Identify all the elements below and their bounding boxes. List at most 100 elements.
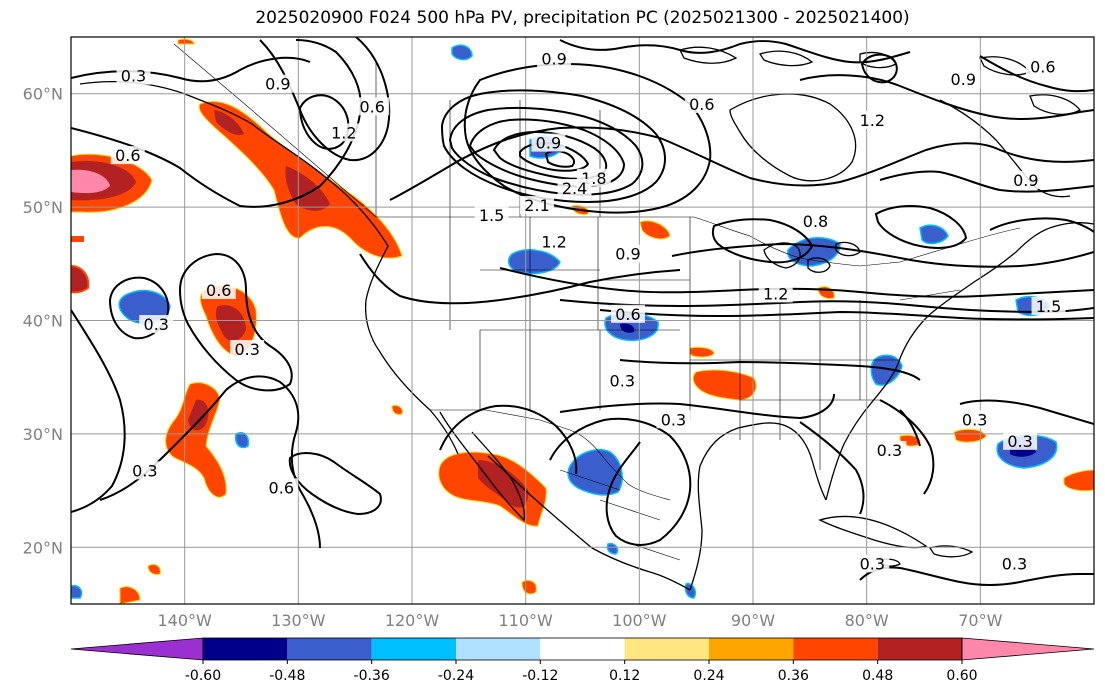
pv-contour-line — [879, 170, 1094, 193]
contour-label-background — [1003, 431, 1038, 450]
contour-label: 0.3 — [860, 554, 885, 573]
colorbar-tick-label: -0.48 — [269, 668, 305, 684]
pv-contour-line — [389, 126, 1094, 201]
precipitation-shading — [71, 38, 1094, 604]
contour-label-background — [474, 206, 509, 225]
colorbar-swatch — [793, 638, 878, 660]
contour-label-background — [326, 123, 361, 142]
contour-label-background — [798, 211, 833, 230]
contour-label-background — [610, 304, 645, 323]
canada-province-lines — [173, 43, 601, 218]
contour-label-background — [1025, 57, 1060, 76]
pv-contour-line — [499, 267, 1094, 298]
pv-contour-line — [108, 276, 170, 340]
precip-positive-region — [71, 264, 90, 294]
colorbar-tick-label: -0.12 — [522, 668, 558, 684]
contour-label: 0.6 — [359, 97, 384, 116]
colorbar-tick-label: -0.36 — [354, 668, 390, 684]
pv-contour-line — [71, 39, 362, 208]
pv-contour-line — [99, 375, 321, 549]
contour-label: 0.3 — [121, 67, 146, 86]
precip-positive-region — [119, 586, 141, 604]
contour-label-background — [531, 133, 566, 152]
colorbar-swatch — [877, 638, 962, 660]
lat-tick-label: 50°N — [23, 198, 63, 217]
precip-very-negative-region — [620, 323, 635, 333]
pv-contour-line — [599, 309, 1094, 321]
cuba — [818, 515, 928, 549]
contour-label: 0.9 — [265, 75, 290, 94]
pv-contour-line — [359, 253, 681, 305]
colorbar-swatch — [203, 638, 288, 660]
hispaniola — [928, 545, 974, 558]
pv-contour-line — [448, 106, 644, 196]
north-america-west-coast — [79, 80, 459, 455]
contour-label: 0.3 — [1002, 554, 1027, 573]
precip-strong-region — [214, 110, 244, 136]
precip-negative-region — [606, 542, 619, 555]
contour-label: 0.9 — [615, 245, 640, 264]
map-frame — [70, 36, 1095, 605]
precip-negative-region — [71, 584, 83, 599]
precip-extreme-region — [71, 169, 110, 194]
pv-contour-line — [671, 242, 1094, 268]
contour-label: 0.8 — [803, 212, 828, 231]
contour-label: 0.9 — [541, 50, 566, 69]
contour-label: 0.6 — [689, 95, 714, 114]
florida — [825, 363, 899, 501]
precip-negative-region — [919, 224, 949, 245]
colorbar-tick-label: -0.24 — [438, 668, 474, 684]
colorbar-tick-label: 0.24 — [693, 668, 724, 684]
colorbar-tick-label: -0.60 — [185, 668, 221, 684]
hudson-bay — [729, 93, 857, 182]
contour-label-background — [997, 554, 1032, 573]
contour-label: 0.3 — [144, 315, 169, 334]
contour-label: 0.6 — [269, 478, 294, 497]
precip-negative-region — [451, 44, 473, 61]
map-title: 2025020900 F024 500 hPa PV, precipitatio… — [255, 8, 910, 28]
contour-label-background — [116, 66, 151, 85]
contour-label: 0.6 — [115, 146, 140, 165]
contour-label-background — [946, 70, 981, 89]
precip-positive-region — [639, 220, 671, 240]
map-plot-area: 0.30.60.90.61.20.90.60.91.82.42.11.51.20… — [71, 37, 1094, 604]
contour-label-background — [127, 461, 162, 480]
lon-tick-label: 120°W — [385, 611, 440, 630]
colorbar-swatch — [624, 638, 709, 660]
pv-contour-line — [989, 217, 1094, 233]
colorbar-swatch — [371, 638, 456, 660]
labrador-coast — [939, 99, 1071, 198]
mexico-west-coast — [487, 455, 691, 591]
contour-label-background — [201, 281, 236, 300]
contour-label: 0.6 — [615, 305, 640, 324]
precip-strong-region — [478, 460, 529, 508]
contour-label: 1.5 — [1036, 297, 1061, 316]
pv-contour-line — [259, 37, 391, 162]
precip-positive-region — [165, 382, 227, 498]
contour-label-background — [139, 315, 174, 334]
pv-contour-line — [559, 39, 911, 64]
canada-us-border — [376, 216, 1021, 267]
pv-contour-line — [874, 205, 968, 249]
lat-tick-label: 40°N — [23, 312, 63, 331]
contour-label-background — [260, 74, 295, 93]
contour-label: 0.3 — [610, 372, 635, 391]
pv-contour-line — [899, 409, 921, 447]
precip-negative-region — [507, 249, 561, 275]
contour-label-background — [230, 339, 265, 358]
precip-strong-region — [285, 166, 330, 211]
colorbar-swatch — [287, 638, 372, 660]
contour-label-background — [264, 478, 299, 497]
contour-label-background — [758, 284, 793, 303]
contour-label-background — [855, 110, 890, 129]
contour-label: 0.3 — [234, 340, 259, 359]
precip-negative-region — [684, 582, 697, 599]
colorbar-swatch — [456, 638, 541, 660]
contour-label: 2.4 — [562, 179, 587, 198]
contour-label: 0.6 — [1030, 58, 1055, 77]
precip-positive-region — [147, 563, 161, 575]
colorbar-tick-label: 0.60 — [946, 668, 977, 684]
pv-contour-line — [959, 399, 1094, 425]
pv-contour-line — [549, 417, 692, 546]
